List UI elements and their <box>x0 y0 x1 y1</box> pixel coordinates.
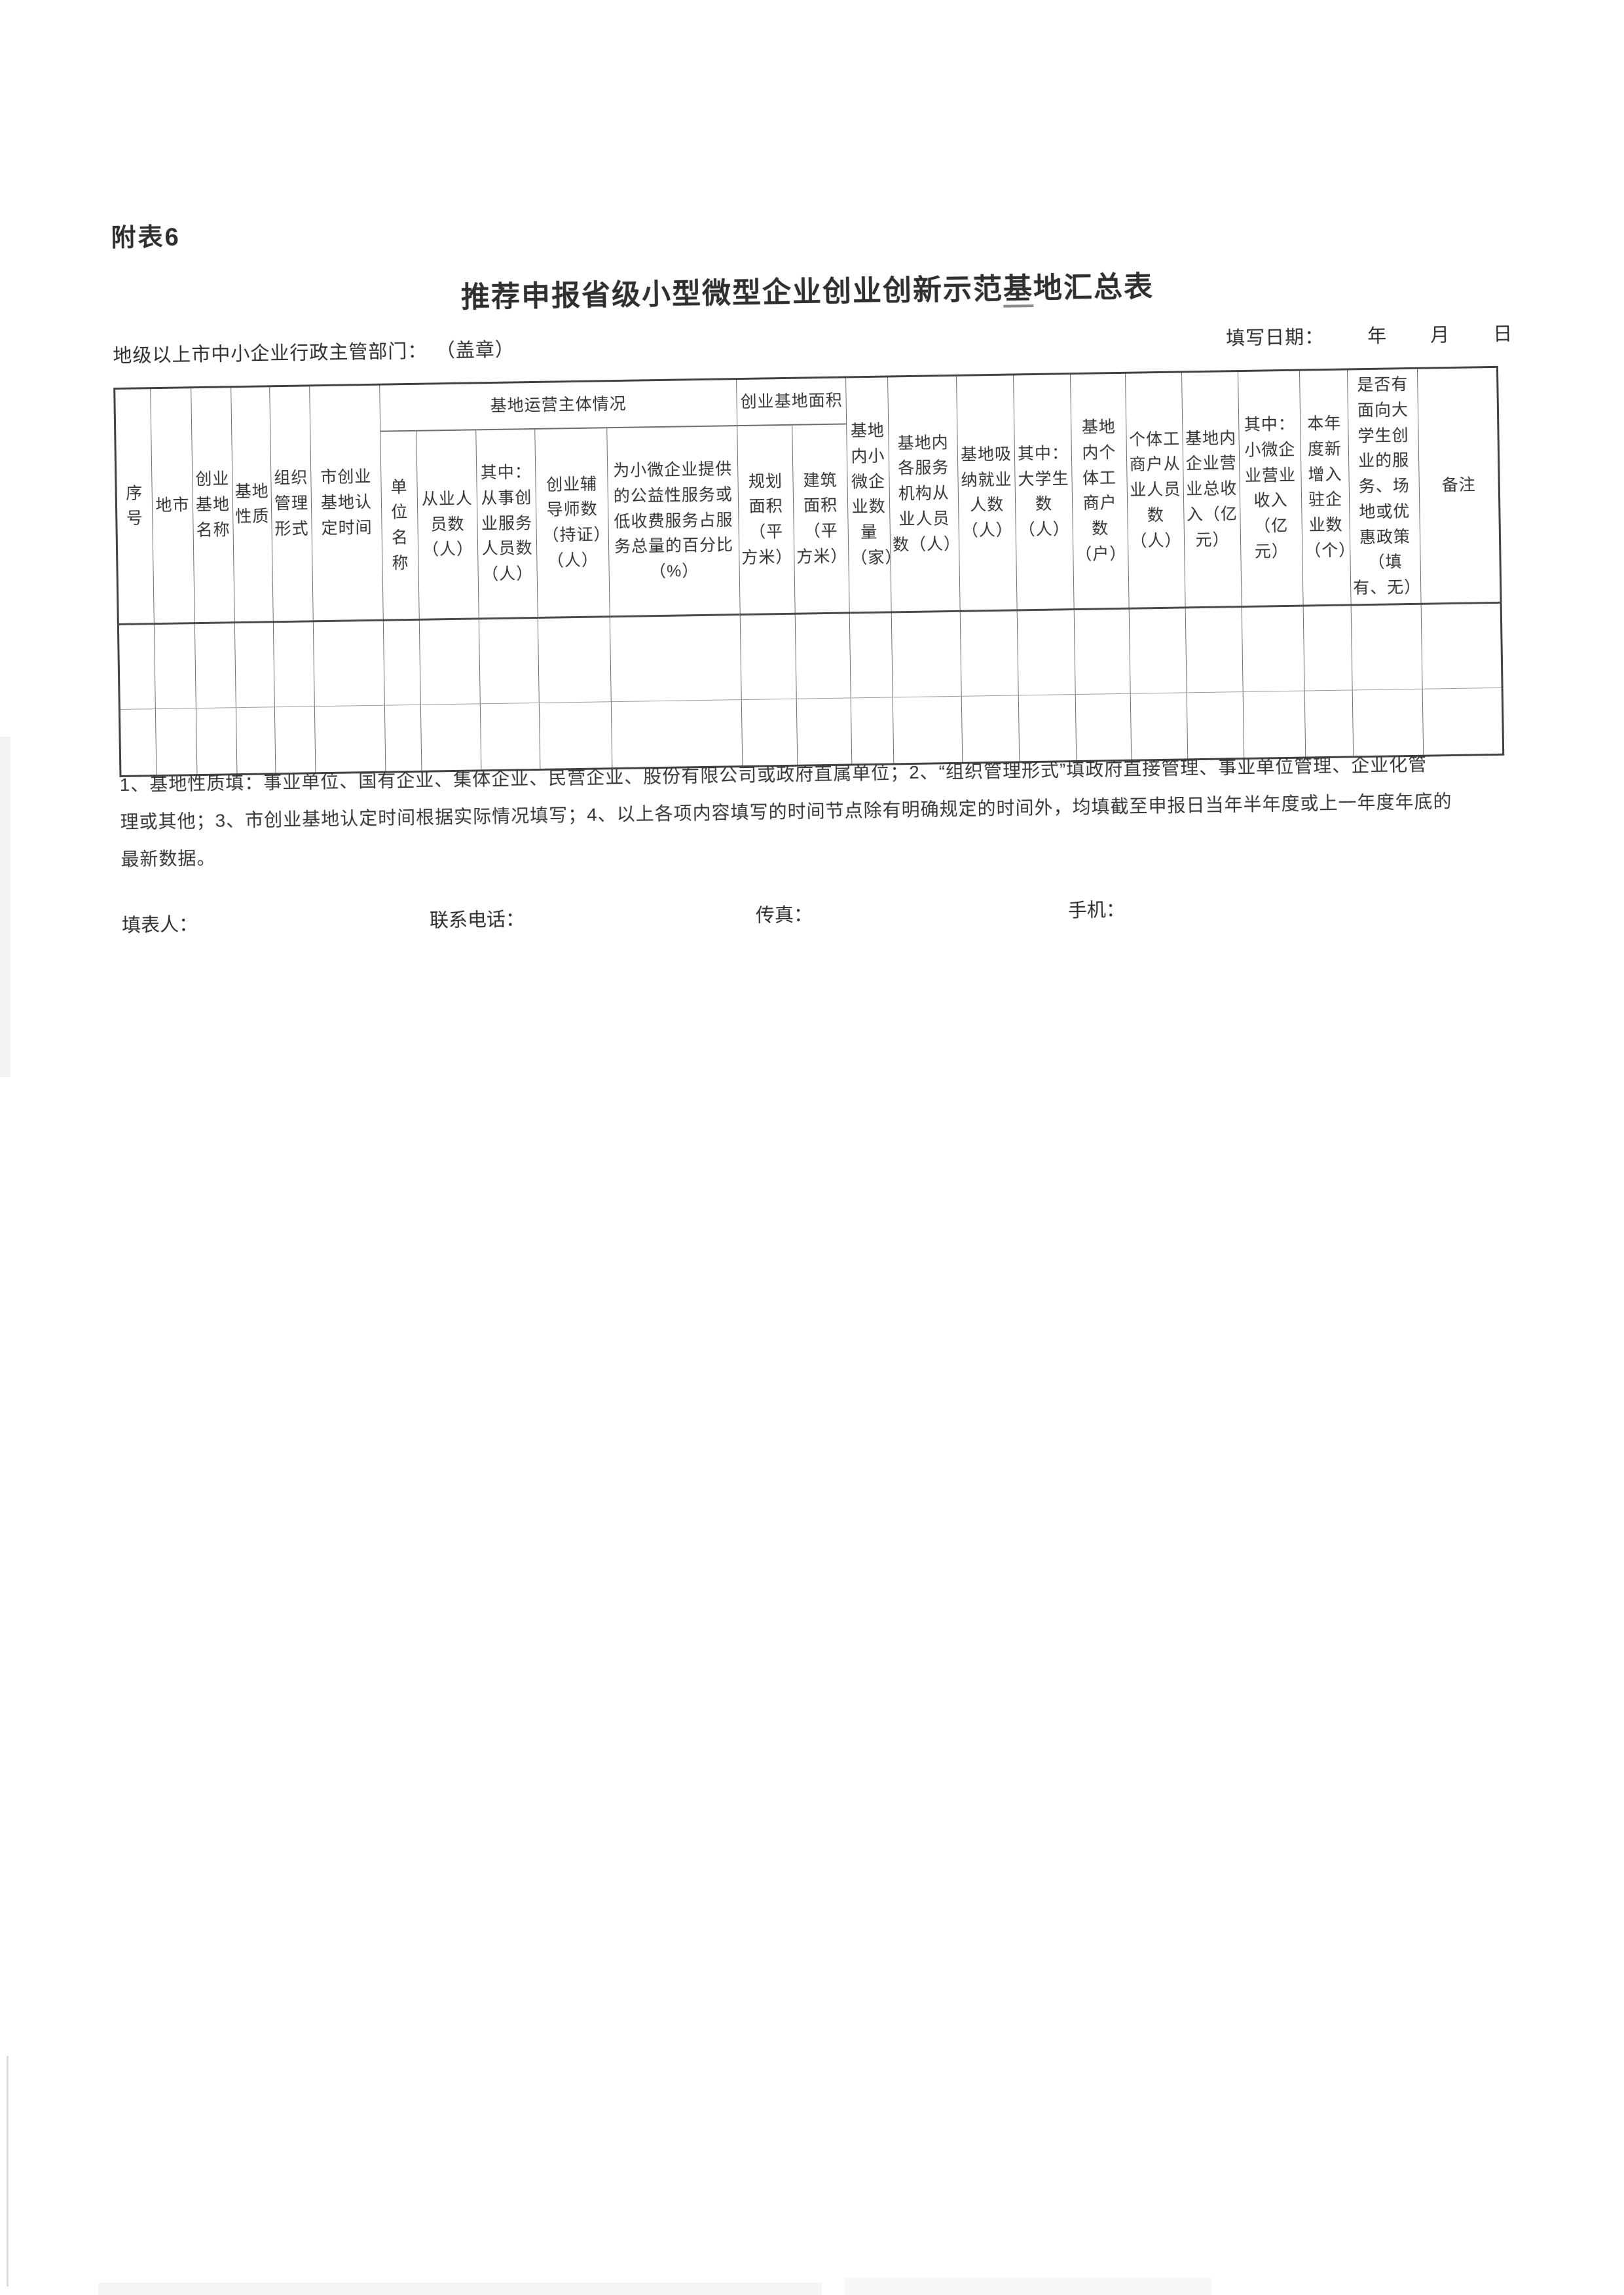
filler-label: 填表人： <box>121 914 198 936</box>
empty-cell <box>610 614 742 702</box>
date-month-label: 月 <box>1430 325 1450 346</box>
col-header-remark: 备注 <box>1417 367 1502 604</box>
col-header-students: 其中：大学生数（人） <box>1013 373 1075 610</box>
department-line: 地级以上市中小企业行政主管部门： （盖章） <box>113 334 515 368</box>
col-header-mgmt: 组织管理形式 <box>269 385 314 622</box>
contact-line: 填表人： 联系电话： 传真： 手机： <box>122 888 1536 939</box>
scan-artifact-left-strip <box>0 737 10 1077</box>
empty-cell <box>849 612 893 698</box>
col-header-ind-staff: 个体工商户从业人员数（人） <box>1125 371 1186 608</box>
group-header-operator: 基地运营主体情况 <box>379 378 737 432</box>
empty-cell <box>795 612 851 699</box>
fax-label: 传真： <box>755 904 813 927</box>
empty-cell <box>273 621 315 707</box>
scan-artifact-bottom-band-2 <box>845 2277 1211 2295</box>
appendix-label: 附表6 <box>111 223 181 253</box>
col-header-sme-count: 基地内小微企业数量（家） <box>845 376 902 613</box>
col-header-student-policy: 是否有面向大学生创业的服务、场地或优惠政策（填有、无） <box>1347 368 1421 605</box>
col-header-unit-name: 单位名称 <box>380 431 420 620</box>
page-title: 推荐申报省级小型微型企业创业创新示范基地汇总表 <box>0 255 1619 323</box>
page-title-emph: 基 <box>1003 272 1034 308</box>
col-header-sme-revenue: 其中：小微企业营业收入（亿元） <box>1238 370 1304 607</box>
empty-cell <box>194 622 236 708</box>
fill-date-label: 填写日期： <box>1225 327 1325 350</box>
empty-cell <box>118 623 156 710</box>
empty-cell <box>1129 607 1187 693</box>
empty-cell <box>1185 606 1244 693</box>
group-header-area: 创业基地面积 <box>736 377 847 426</box>
footnotes: 1、基地性质填：事业单位、国有企业、集体企业、民营企业、股份有限公司或政府直属单… <box>119 744 1528 878</box>
col-header-confirm-time: 市创业基地认定时间 <box>309 384 384 621</box>
col-header-svc-staff: 其中：从事创业服务人员数（人） <box>475 429 538 619</box>
empty-cell <box>1242 605 1305 692</box>
empty-cell <box>538 616 612 703</box>
empty-cell <box>960 610 1019 697</box>
col-header-seq: 序号 <box>114 388 155 625</box>
page-title-prefix: 推荐申报省级小型微型企业创业创新示范 <box>460 272 1004 314</box>
empty-cell <box>1074 608 1131 695</box>
department-label: 地级以上市中小企业行政主管部门： <box>113 340 428 367</box>
col-header-welfare-pct: 为小微企业提供的公益性服务或低收费服务占服务总量的百分比（%） <box>606 426 741 617</box>
empty-cell <box>740 614 797 700</box>
empty-cell <box>479 617 540 704</box>
col-header-base-name: 创业基地名称 <box>191 386 235 623</box>
col-header-staff: 从业人员数（人） <box>416 430 479 620</box>
empty-cell <box>419 618 481 705</box>
empty-cell <box>383 619 421 705</box>
col-header-city: 地市 <box>150 387 195 624</box>
stamp-note: （盖章） <box>445 339 515 362</box>
scan-artifact-vertical-line <box>7 2056 9 2286</box>
telephone-label: 联系电话： <box>429 909 525 932</box>
col-header-new-entrants: 本年度新增入驻企业数（个） <box>1299 369 1356 606</box>
col-header-revenue: 基地内企业营业总收入（亿元） <box>1181 371 1242 608</box>
col-header-ind-biz: 基地内个体工商户数（户） <box>1070 373 1130 610</box>
empty-cell <box>1351 603 1423 690</box>
col-header-mentors: 创业辅导师数（持证）（人） <box>534 428 610 618</box>
scan-artifact-bottom-band <box>98 2283 822 2295</box>
date-day-label: 日 <box>1492 323 1513 345</box>
empty-cell <box>154 623 196 709</box>
fill-date-line: 填写日期： 年 月 日 <box>1226 318 1513 350</box>
col-header-plan-area: 规划面积（平方米） <box>737 425 796 615</box>
empty-cell <box>1421 602 1503 689</box>
col-header-built-area: 建筑面积（平方米） <box>792 424 850 614</box>
empty-cell <box>234 621 275 708</box>
empty-cell <box>1017 609 1076 695</box>
page-title-suffix: 地汇总表 <box>1033 270 1154 304</box>
mobile-label: 手机： <box>1067 899 1126 922</box>
col-header-nature: 基地性质 <box>231 386 274 623</box>
empty-cell <box>1303 604 1353 691</box>
summary-table: 序号 地市 创业基地名称 基地性质 组织管理形式 市创业基地认定时间 基地运营主… <box>113 365 1505 777</box>
date-year-label: 年 <box>1367 325 1388 347</box>
col-header-jobs: 基地吸纳就业人数（人） <box>956 374 1018 612</box>
col-header-org-staff: 基地内各服务机构从业人员数（人） <box>887 375 961 612</box>
empty-cell <box>891 611 962 697</box>
empty-cell <box>313 619 385 707</box>
